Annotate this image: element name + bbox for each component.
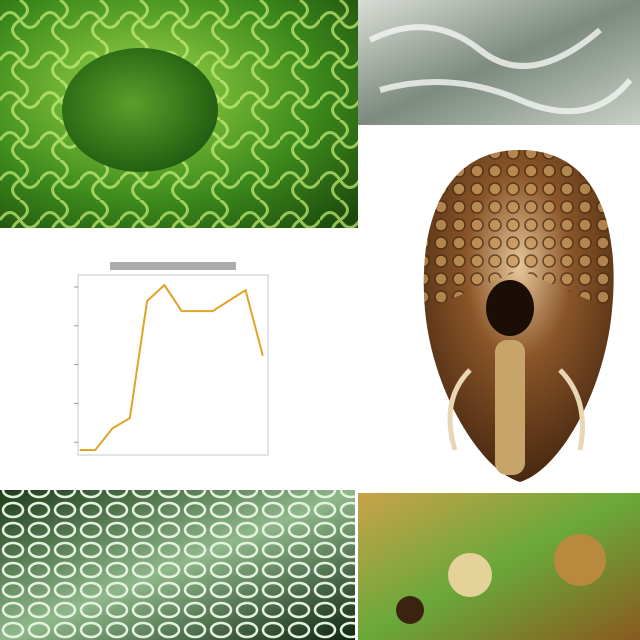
panel-gray-texture [358, 0, 640, 125]
panel-mesh [0, 490, 355, 640]
panel-bone [358, 493, 640, 640]
panel-chart [46, 258, 284, 480]
line [79, 283, 264, 451]
panel-skull [423, 150, 614, 482]
panel-green-cell [0, 0, 358, 228]
